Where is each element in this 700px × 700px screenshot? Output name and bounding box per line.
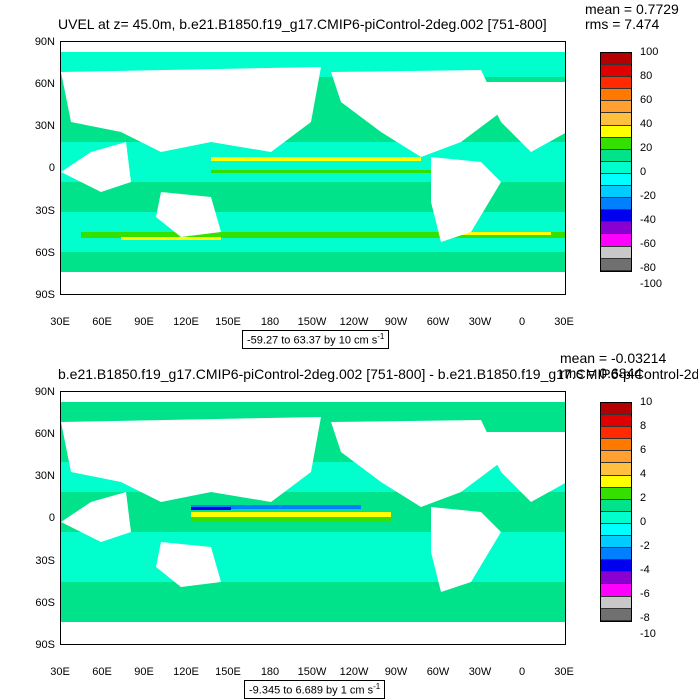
lon-label: 60W (426, 666, 450, 678)
lat-label: 30N (34, 470, 55, 482)
colorbar-label: 8 (640, 420, 647, 432)
lon-label: 120W (339, 666, 369, 678)
rms-value: rms = 7.474 (585, 16, 660, 32)
colorbar-label: 4 (640, 468, 647, 480)
colorbar-label: -100 (640, 278, 663, 290)
lat-label: 0 (48, 162, 55, 174)
panel-title: UVEL at z= 45.0m, b.e21.B1850.f19_g17.CM… (58, 16, 547, 32)
lon-label: 120W (339, 316, 369, 328)
lon-label: 30W (468, 316, 492, 328)
contour-range-label: -59.27 to 63.37 by 10 cm s-1 (242, 330, 390, 349)
lat-label: 30S (35, 205, 55, 217)
colorbar-label: -4 (640, 564, 650, 576)
colorbar-label: -8 (640, 612, 650, 624)
colorbar-label: 60 (640, 94, 653, 106)
lat-label: 90S (35, 639, 55, 651)
colorbar-label: 10 (640, 396, 653, 408)
lon-label: 150W (297, 316, 327, 328)
lon-label: 60E (92, 316, 112, 328)
lon-label: 180 (260, 666, 280, 678)
lon-label: 150W (297, 666, 327, 678)
colorbar-label: -6 (640, 588, 650, 600)
panel-title: b.e21.B1850.f19_g17.CMIP6-piControl-2deg… (58, 366, 698, 382)
colorbar-label: 100 (640, 46, 659, 58)
lon-label: 30E (554, 666, 574, 678)
lat-label: 60S (35, 597, 55, 609)
lon-label: 90W (384, 316, 408, 328)
colorbar-label: -40 (640, 214, 656, 226)
colorbar-label: -10 (640, 628, 656, 640)
colorbar-label: 6 (640, 444, 647, 456)
lat-label: 60N (34, 78, 55, 90)
colorbar-label: -60 (640, 238, 656, 250)
map-field (61, 42, 565, 294)
map-plot (60, 391, 566, 645)
lat-label: 90S (35, 289, 55, 301)
colorbar-label: 20 (640, 142, 653, 154)
colorbar-label: 2 (640, 492, 647, 504)
lon-label: 30W (468, 666, 492, 678)
lon-label: 150E (215, 316, 241, 328)
panel-top: UVEL at z= 45.0m, b.e21.B1850.f19_g17.CM… (34, 1, 679, 349)
colorbar-label: 40 (640, 118, 653, 130)
lon-label: 150E (215, 666, 241, 678)
lon-label: 90E (134, 666, 154, 678)
colorbar-label: 80 (640, 70, 653, 82)
lat-label: 60S (35, 247, 55, 259)
mean-value: mean = -0.03214 (560, 350, 667, 366)
lon-label: 60E (92, 666, 112, 678)
contour-range-label: -9.345 to 6.689 by 1 cm s-1 (244, 680, 386, 699)
map-plot (60, 41, 566, 295)
lat-label: 60N (34, 428, 55, 440)
lon-label: 120E (173, 316, 199, 328)
mean-value: mean = 0.7729 (585, 1, 679, 17)
colorbar-label: -2 (640, 540, 650, 552)
lon-label: 90W (384, 666, 408, 678)
map-field (61, 392, 565, 644)
colorbar-label: -20 (640, 190, 656, 202)
lon-label: 30E (50, 666, 70, 678)
lat-label: 90N (34, 36, 55, 48)
lat-label: 30S (35, 555, 55, 567)
lon-label: 120E (173, 666, 199, 678)
lon-label: 30E (50, 316, 70, 328)
lon-label: 90E (134, 316, 154, 328)
lat-label: 90N (34, 386, 55, 398)
colorbar (600, 402, 632, 622)
lat-label: 0 (48, 512, 55, 524)
colorbar-label: 0 (640, 516, 647, 528)
lat-label: 30N (34, 120, 55, 132)
lon-label: 60W (426, 316, 450, 328)
lon-label: 0 (518, 316, 526, 328)
colorbar-label: 0 (640, 166, 647, 178)
rms-value: rms = 0.6844 (560, 365, 643, 381)
colorbar-label: -80 (640, 262, 656, 274)
lon-label: 180 (260, 316, 280, 328)
lon-label: 30E (554, 316, 574, 328)
lon-label: 0 (518, 666, 526, 678)
panel-bottom: b.e21.B1850.f19_g17.CMIP6-piControl-2deg… (0, 350, 700, 700)
colorbar (600, 52, 632, 272)
